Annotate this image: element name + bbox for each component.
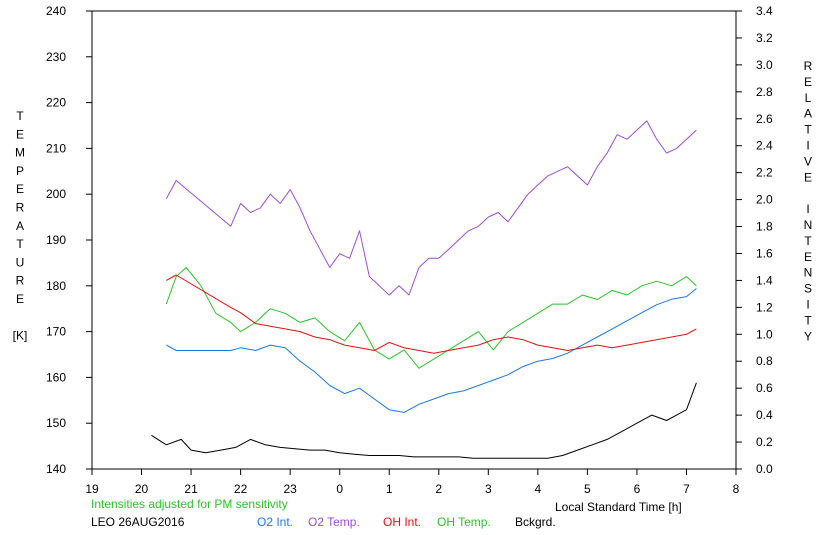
y-right-tick-label: 1.0 xyxy=(756,327,773,341)
x-tick-label: 6 xyxy=(634,482,641,496)
y-right-tick-label: 3.0 xyxy=(756,58,773,72)
x-tick-label: 23 xyxy=(283,482,297,496)
y-axis-left-letter: P xyxy=(16,164,24,178)
x-axis-label: Local Standard Time [h] xyxy=(555,500,682,514)
x-tick-label: 19 xyxy=(85,482,99,496)
y-left-tick-label: 140 xyxy=(46,462,66,476)
y-right-tick-label: 1.6 xyxy=(756,246,773,260)
y-axis-left-letter: E xyxy=(16,292,24,306)
series-oh-temp xyxy=(165,267,697,369)
y-axis-left-letter: A xyxy=(16,219,24,233)
legend: O2 Int. O2 Temp. OH Int. OH Temp. Bckgrd. xyxy=(257,515,556,529)
y-axis-right-letter: I xyxy=(806,202,809,216)
y-axis-right-letter: T xyxy=(804,234,812,248)
y-axis-right-letter: V xyxy=(804,154,812,168)
y-axis-right-letter: T xyxy=(804,313,812,327)
y-axis-left-letter: T xyxy=(16,109,24,123)
y-right-tick-label: 0.2 xyxy=(756,435,773,449)
y-left-tick-label: 210 xyxy=(46,141,66,155)
series-layer xyxy=(151,120,697,459)
adjustment-note: Intensities adjusted for PM sensitivity xyxy=(91,497,288,511)
y-right-tick-label: 3.4 xyxy=(756,4,773,18)
y-left-tick-label: 230 xyxy=(46,50,66,64)
x-tick-label: 21 xyxy=(184,482,198,496)
series-o2-int xyxy=(166,288,697,413)
legend-item: Bckgrd. xyxy=(515,515,556,529)
y-axis-right-letter: R xyxy=(804,59,813,73)
y-axis-left-letter: T xyxy=(16,237,24,251)
y-axis-right-letter: I xyxy=(806,298,809,312)
x-tick-label: 0 xyxy=(336,482,343,496)
y-left-tick-label: 220 xyxy=(46,96,66,110)
y-right-tick-label: 1.2 xyxy=(756,300,773,314)
y-right-tick-label: 2.2 xyxy=(756,166,773,180)
x-tick-label: 20 xyxy=(135,482,149,496)
y-right-tick-label: 2.0 xyxy=(756,193,773,207)
series-bckgrd xyxy=(151,382,697,459)
y-axis-right-letter: S xyxy=(804,282,812,296)
y-axis-left-letter: E xyxy=(16,182,24,196)
y-left-tick-label: 180 xyxy=(46,279,66,293)
y-axis-right-letter: L xyxy=(805,91,812,105)
y-axis-left-letter: U xyxy=(16,255,25,269)
y-right-tick-label: 0.0 xyxy=(756,462,773,476)
x-tick-label: 2 xyxy=(435,482,442,496)
series-o2-temp xyxy=(165,120,697,296)
legend-item: OH Int. xyxy=(383,515,421,529)
y-right-tick-label: 1.8 xyxy=(756,220,773,234)
y-axis-left-letter: M xyxy=(15,146,25,160)
y-right-tick-label: 2.8 xyxy=(756,85,773,99)
y-right-tick-label: 2.6 xyxy=(756,112,773,126)
axis-ticks: 19 20 21 22 23 0 1 2 3 4 5 6 7 8140150160170180190200… xyxy=(46,4,773,496)
y-left-tick-label: 190 xyxy=(46,233,66,247)
x-tick-label: 1 xyxy=(386,482,393,496)
legend-item: O2 Int. xyxy=(257,515,293,529)
y-axis-right-letter: N xyxy=(804,266,813,280)
y-left-tick-label: 240 xyxy=(46,4,66,18)
y-axis-left-letter: [K] xyxy=(13,329,28,343)
y-right-tick-label: 3.2 xyxy=(756,31,773,45)
x-tick-label: 4 xyxy=(535,482,542,496)
x-tick-label: 7 xyxy=(683,482,690,496)
x-tick-label: 22 xyxy=(234,482,248,496)
y-axis-right-letter: E xyxy=(804,250,812,264)
x-tick-label: 8 xyxy=(733,482,740,496)
legend-item: O2 Temp. xyxy=(308,515,360,529)
y-axis-left-letter: R xyxy=(16,201,25,215)
y-right-tick-label: 0.8 xyxy=(756,354,773,368)
y-right-tick-label: 0.6 xyxy=(756,381,773,395)
y-left-tick-label: 200 xyxy=(46,187,66,201)
y-right-tick-label: 1.4 xyxy=(756,273,773,287)
series-oh-int xyxy=(166,274,697,354)
y-axis-right-letter: N xyxy=(804,218,813,232)
y-axis-right-letter: Y xyxy=(804,329,812,343)
y-axis-right-letter: E xyxy=(804,170,812,184)
y-left-tick-label: 150 xyxy=(46,416,66,430)
y-axis-right-letter: T xyxy=(804,123,812,137)
y-left-tick-label: 160 xyxy=(46,370,66,384)
y-axis-right-letter: I xyxy=(806,139,809,153)
station-date: LEO 26AUG2016 xyxy=(91,515,185,529)
y-axis-left-letter: R xyxy=(16,274,25,288)
x-tick-label: 5 xyxy=(584,482,591,496)
y-left-tick-label: 170 xyxy=(46,325,66,339)
y-axis-right-letter: E xyxy=(804,75,812,89)
x-tick-label: 3 xyxy=(485,482,492,496)
legend-item: OH Temp. xyxy=(437,515,491,529)
y-right-tick-label: 0.4 xyxy=(756,408,773,422)
y-axis-left-letter: E xyxy=(16,127,24,141)
plot-frame xyxy=(91,10,737,470)
y-right-tick-label: 2.4 xyxy=(756,139,773,153)
y-axis-right-letter: A xyxy=(804,107,812,121)
